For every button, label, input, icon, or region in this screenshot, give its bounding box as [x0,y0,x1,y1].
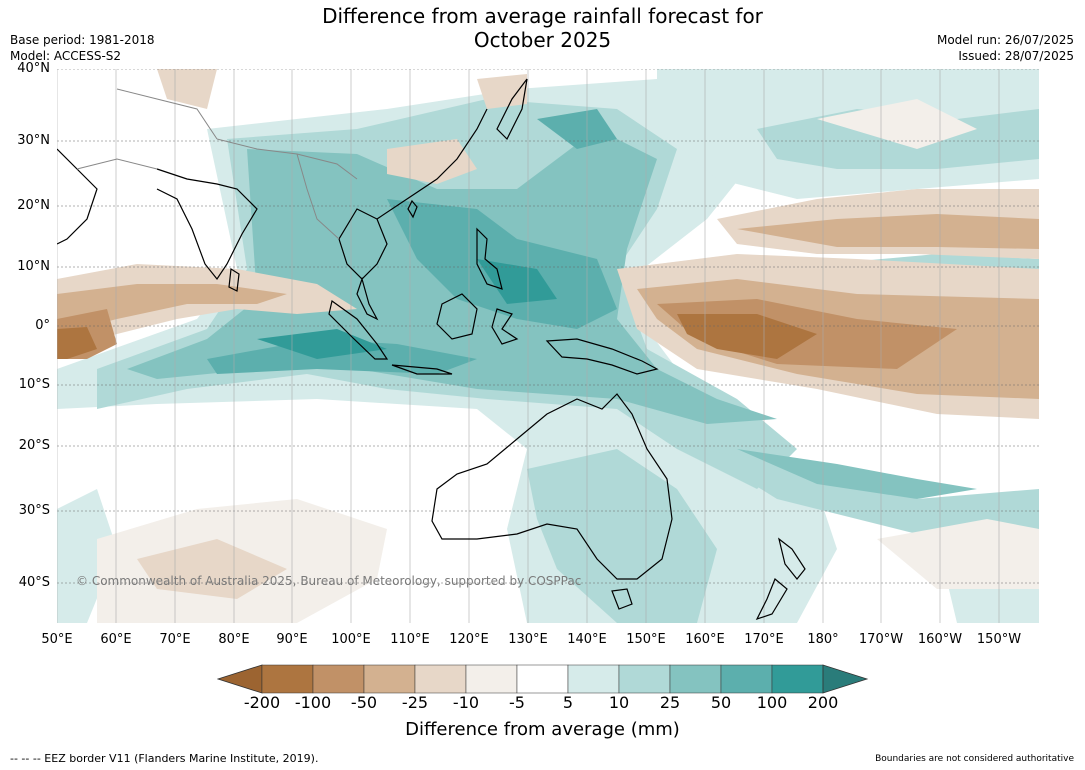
lat-label: 30°S [18,503,50,518]
lon-label: 140°E [567,632,607,647]
colorbar-segment [771,664,824,694]
lon-label: 90°E [276,632,308,647]
colorbar-tick: -100 [294,693,332,712]
colorbar-tick: 50 [710,693,732,712]
copyright-notice: © Commonwealth of Australia 2025, Bureau… [76,574,582,588]
colorbar-segment [414,664,467,694]
colorbar-segment [720,664,773,694]
title-line-1: Difference from average rainfall forecas… [322,4,763,28]
lat-label: 40°N [17,61,50,76]
colorbar-tick: -25 [401,693,429,712]
lon-label: 170°W [858,632,904,647]
lat-label: 10°N [17,259,50,274]
colorbar-label: Difference from average (mm) [405,719,680,740]
lat-label: 0° [35,318,50,333]
colorbar-tick: -5 [509,693,525,712]
lon-label: 160°E [685,632,725,647]
colorbar-tick: 100 [756,693,788,712]
colorbar-segment [618,664,671,694]
colorbar-tick: 200 [807,693,839,712]
lon-label: 120°E [449,632,489,647]
eez-border-note: -- -- -- EEZ border V11 (Flanders Marine… [10,752,319,765]
lon-label: 150°W [976,632,1022,647]
lon-label: 160°W [917,632,963,647]
lon-label: 170°E [744,632,784,647]
lon-label: 150°E [626,632,666,647]
colorbar-tick: 5 [562,693,574,712]
lon-label: 70°E [159,632,191,647]
colorbar-segment [261,664,314,694]
meridians [57,69,1000,623]
colorbar-segment [669,664,722,694]
boundaries-disclaimer: Boundaries are not considered authoritat… [875,754,1074,764]
colorbar-extend-low [217,664,263,694]
colorbar-segment [363,664,416,694]
colorbar-tick: -50 [350,693,378,712]
lon-label: 50°E [41,632,73,647]
colorbar-segment [567,664,620,694]
lon-label: 100°E [331,632,371,647]
lon-label: 60°E [100,632,132,647]
map-title: Difference from average rainfall forecas… [0,4,1085,52]
issued-date: Issued: 28/07/2025 [958,49,1074,63]
colorbar [217,664,869,694]
colorbar-segment [465,664,518,694]
lon-label: 80°E [218,632,250,647]
colorbar-segments [217,664,869,694]
colorbar-segment [516,664,569,694]
lat-label: 40°S [18,575,50,590]
model-name: Model: ACCESS-S2 [10,49,122,63]
colorbar-tick: 25 [659,693,681,712]
country-borders [76,88,358,240]
lat-label: 10°S [18,377,50,392]
colorbar-tick: -200 [243,693,281,712]
title-line-2: October 2025 [473,28,612,52]
lon-label: 180° [807,632,839,647]
model-run: Model run: 26/07/2025 [936,33,1074,47]
run-info: Model run: 26/07/2025 Issued: 28/07/2025 [937,32,1074,64]
colorbar-segment [312,664,365,694]
colorbar-tick: 10 [608,693,630,712]
base-period: Base period: 1981-2018 [10,33,155,47]
lat-label: 20°S [18,438,50,453]
lat-label: 30°N [17,133,50,148]
anomaly-fields [57,69,1039,623]
lat-label: 20°N [17,198,50,213]
colorbar-tick: -10 [452,693,480,712]
colorbar-extend-high [822,664,869,694]
coastlines [57,78,806,621]
model-info: Base period: 1981-2018 Model: ACCESS-S2 [10,32,155,64]
lon-label: 130°E [508,632,548,647]
rainfall-anomaly-map [57,69,1039,623]
lon-label: 110°E [390,632,430,647]
